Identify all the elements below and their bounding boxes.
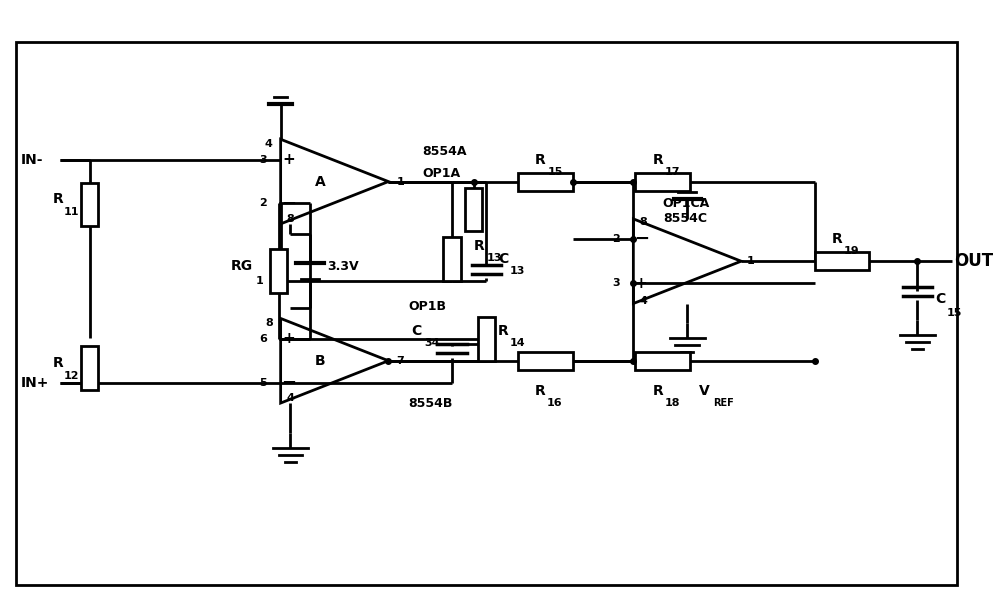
Text: R: R (832, 232, 843, 246)
Text: REF: REF (713, 398, 734, 408)
Text: −: − (281, 374, 296, 392)
Text: R: R (474, 240, 484, 254)
Text: OUT: OUT (954, 252, 993, 270)
Bar (518, 352, 573, 370)
Text: 3.3V: 3.3V (654, 180, 685, 194)
Bar (81, 183, 98, 226)
Text: −: − (281, 194, 296, 213)
Bar (16, 42, 957, 585)
Text: 15: 15 (547, 167, 563, 177)
Text: 15: 15 (947, 308, 962, 318)
Text: R: R (652, 153, 663, 167)
Text: 3: 3 (612, 278, 620, 288)
Text: 4: 4 (265, 139, 273, 149)
Text: R: R (498, 324, 509, 338)
Text: 1: 1 (396, 177, 404, 186)
Text: 13: 13 (510, 266, 525, 276)
Text: 1: 1 (255, 276, 263, 286)
Text: C: C (498, 252, 508, 266)
Text: 19: 19 (844, 246, 860, 256)
Text: 5: 5 (259, 378, 267, 387)
Bar (465, 188, 482, 232)
Text: OP1CA: OP1CA (663, 197, 710, 210)
Text: OP1B: OP1B (408, 300, 446, 313)
Text: +: + (635, 276, 648, 291)
Text: 7: 7 (396, 356, 404, 366)
Text: 3.3V: 3.3V (328, 260, 359, 273)
Text: 16: 16 (547, 398, 563, 408)
Text: C: C (935, 292, 945, 306)
Bar (635, 352, 690, 370)
Text: 8: 8 (639, 217, 647, 227)
Text: 6: 6 (259, 334, 267, 344)
Text: R: R (652, 384, 663, 398)
Text: 4: 4 (286, 393, 294, 403)
Text: 13: 13 (486, 253, 502, 263)
Text: 17: 17 (665, 167, 680, 177)
Text: 3: 3 (259, 155, 267, 165)
Text: 14: 14 (510, 338, 526, 348)
Text: 8: 8 (265, 318, 273, 329)
Bar (443, 237, 461, 281)
Text: IN-: IN- (21, 153, 43, 167)
Bar (81, 346, 98, 390)
Text: B: B (315, 354, 325, 368)
Bar (270, 249, 287, 293)
Text: V: V (699, 384, 709, 398)
Text: 8: 8 (287, 214, 294, 224)
Text: A: A (314, 175, 325, 189)
Text: IN+: IN+ (21, 376, 49, 390)
Text: 2: 2 (259, 199, 267, 208)
Text: R: R (535, 384, 546, 398)
Bar (635, 172, 690, 191)
Text: OP1A: OP1A (423, 167, 461, 180)
Bar (518, 172, 573, 191)
Text: R: R (53, 192, 64, 207)
Text: R: R (535, 153, 546, 167)
Text: 8554C: 8554C (663, 213, 707, 225)
Bar (815, 252, 869, 270)
Text: R: R (53, 356, 64, 370)
Text: 4: 4 (639, 296, 647, 306)
Text: 1: 1 (747, 256, 755, 266)
Bar (478, 317, 495, 360)
Text: 12: 12 (64, 371, 80, 381)
Text: +: + (282, 152, 295, 167)
Text: 8554A: 8554A (423, 145, 467, 158)
Text: 8554B: 8554B (408, 397, 452, 409)
Text: C: C (411, 324, 421, 338)
Text: RG: RG (230, 259, 253, 273)
Text: +: + (282, 331, 295, 346)
Text: 11: 11 (64, 207, 80, 218)
Text: 2: 2 (612, 234, 620, 244)
Text: 18: 18 (665, 398, 680, 408)
Text: −: − (634, 230, 649, 248)
Text: 34: 34 (425, 338, 440, 348)
